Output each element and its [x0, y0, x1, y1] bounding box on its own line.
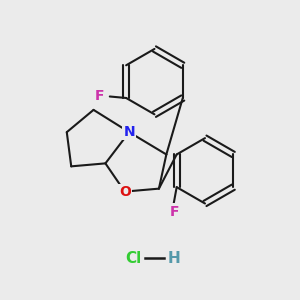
- Text: N: N: [123, 125, 135, 139]
- Text: H: H: [167, 251, 180, 266]
- Text: F: F: [169, 205, 179, 218]
- Text: O: O: [119, 184, 131, 199]
- Text: Cl: Cl: [125, 251, 142, 266]
- Text: F: F: [95, 89, 105, 103]
